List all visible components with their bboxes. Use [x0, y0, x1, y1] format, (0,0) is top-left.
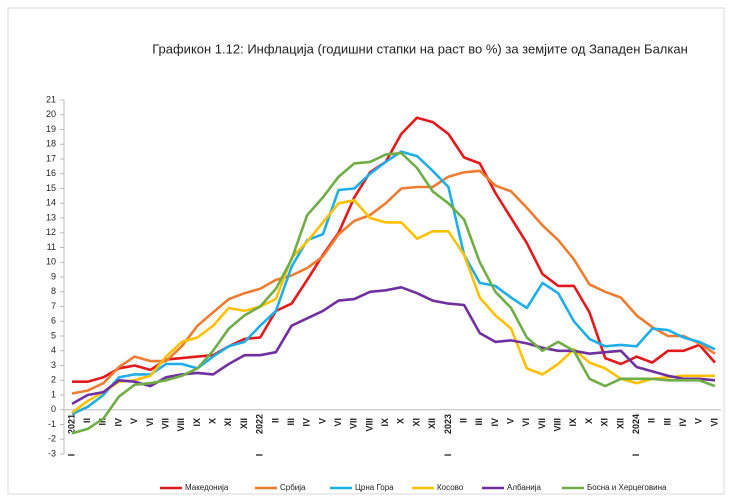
- y-tick-label: 12: [46, 227, 56, 237]
- x-tick-label: I: [631, 454, 641, 457]
- legend-label: Косово: [437, 483, 464, 492]
- x-tick-label: XI: [411, 418, 421, 427]
- y-tick-label: 17: [46, 153, 56, 163]
- x-tick-label: X: [584, 418, 594, 424]
- x-tick-label: X: [208, 418, 218, 424]
- x-tick-label: III: [662, 418, 672, 426]
- x-tick-label: IV: [113, 418, 123, 427]
- x-tick-label: XI: [600, 418, 610, 427]
- year-label: 2021: [66, 414, 76, 434]
- x-tick-label: VII: [537, 418, 547, 429]
- year-label: 2024: [631, 414, 641, 434]
- x-tick-label: IV: [302, 418, 312, 427]
- legend-label: Албанија: [507, 483, 542, 492]
- legend-label: Босна и Херцеговина: [587, 483, 667, 492]
- x-tick-label: XI: [223, 418, 233, 427]
- x-tick-label: III: [286, 418, 296, 426]
- series-line: [71, 286, 716, 406]
- y-tick-label: 16: [46, 168, 56, 178]
- y-tick-label: 14: [46, 198, 56, 208]
- x-tick-label: VI: [145, 418, 155, 427]
- legend-label: Црна Гора: [355, 483, 394, 492]
- x-tick-label: II: [458, 418, 468, 423]
- y-tick-label: 8: [51, 286, 56, 296]
- y-tick-label: 5: [51, 330, 56, 340]
- x-tick-label: III: [98, 418, 108, 426]
- y-tick-label: 9: [51, 271, 56, 281]
- x-tick-label: XII: [427, 418, 437, 429]
- x-tick-label: I: [255, 454, 265, 457]
- x-tick-label: VI: [521, 418, 531, 427]
- x-tick-label: III: [474, 418, 484, 426]
- y-tick-label: 10: [46, 257, 56, 267]
- x-tick-label: VI: [333, 418, 343, 427]
- y-tick-label: 18: [46, 139, 56, 149]
- y-tick-label: 21: [46, 94, 56, 104]
- year-label: 2022: [255, 414, 265, 434]
- series-line: [71, 151, 716, 435]
- x-tick-label: V: [694, 418, 704, 424]
- legend-label: Србија: [280, 483, 306, 492]
- x-tick-label: IV: [678, 418, 688, 427]
- x-tick-label: IX: [568, 418, 578, 427]
- y-tick-label: -1: [48, 419, 56, 429]
- x-tick-label: V: [317, 418, 327, 424]
- series-line: [71, 199, 715, 414]
- x-tick-label: IX: [192, 418, 202, 427]
- y-tick-label: -2: [48, 434, 56, 444]
- x-tick-label: V: [505, 418, 515, 424]
- chart-title: Графикон 1.12: Инфлација (годишни стапки…: [152, 41, 688, 56]
- x-tick-label: I: [66, 454, 76, 457]
- x-tick-label: IX: [380, 418, 390, 427]
- y-tick-label: 7: [51, 301, 56, 311]
- y-tick-label: 20: [46, 109, 56, 119]
- y-tick-label: 3: [51, 360, 56, 370]
- x-tick-label: IV: [490, 418, 500, 427]
- x-tick-label: II: [82, 418, 92, 423]
- y-tick-label: 0: [51, 404, 56, 414]
- x-tick-label: XII: [239, 418, 249, 429]
- legend-label: Македонија: [185, 483, 229, 492]
- y-tick-label: 19: [46, 124, 56, 134]
- series-line: [71, 150, 716, 416]
- x-tick-label: V: [129, 418, 139, 424]
- series-line: [72, 116, 716, 383]
- y-tick-label: 6: [51, 316, 56, 326]
- y-tick-label: 11: [47, 242, 56, 252]
- x-tick-label: VIII: [553, 418, 563, 432]
- year-label: 2023: [443, 414, 453, 434]
- y-tick-label: 1: [51, 389, 56, 399]
- x-tick-label: I: [443, 454, 453, 457]
- x-tick-label: XII: [615, 418, 625, 429]
- y-tick-label: -3: [48, 448, 56, 458]
- x-tick-label: VI: [709, 418, 719, 427]
- y-tick-label: 13: [46, 212, 56, 222]
- x-tick-label: X: [396, 418, 406, 424]
- x-tick-label: VII: [349, 418, 359, 429]
- y-tick-label: 15: [46, 183, 56, 193]
- y-tick-label: 2: [51, 375, 56, 385]
- chart-border: [7, 7, 725, 495]
- x-tick-label: II: [647, 418, 657, 423]
- x-tick-label: VIII: [364, 418, 374, 432]
- series-line: [71, 169, 716, 395]
- x-tick-label: II: [270, 418, 280, 423]
- x-tick-label: VII: [160, 418, 170, 429]
- y-tick-label: 4: [51, 345, 56, 355]
- x-tick-label: VIII: [176, 418, 186, 432]
